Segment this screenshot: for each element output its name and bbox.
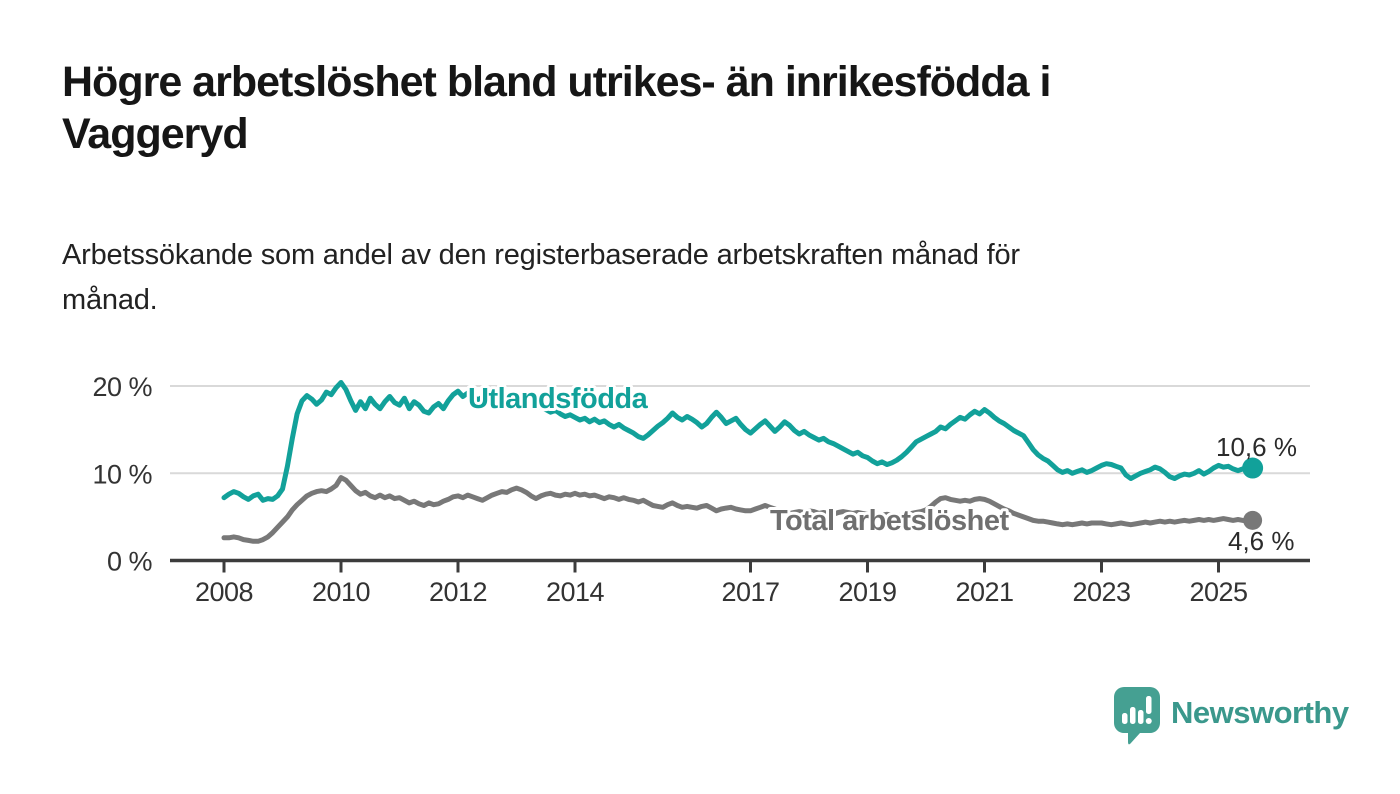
x-tick-label: 2012 (429, 577, 487, 607)
logo-bar-2 (1130, 707, 1136, 724)
chart-title: Högre arbetslöshet bland utrikes- än inr… (62, 56, 1302, 160)
x-tick-label: 2014 (546, 577, 605, 607)
x-tick-label: 2010 (312, 577, 370, 607)
y-tick-label: 20 % (92, 372, 152, 402)
chart-subtitle-line-2: månad. (62, 284, 158, 316)
x-tick-label: 2017 (721, 577, 779, 607)
logo-exclamation-dot (1145, 718, 1152, 724)
y-tick-label: 0 % (107, 547, 153, 577)
newsworthy-logo: Newsworthy (1113, 686, 1349, 746)
bar-chart-speech-bubble-icon (1114, 687, 1160, 745)
logo-bar-3 (1138, 710, 1144, 724)
series-label-total-arbetsl-shet: Total arbetslöshet (770, 505, 1009, 537)
series-end-dot-utlandsf-dda (1242, 457, 1264, 479)
x-tick-label: 2023 (1072, 577, 1130, 607)
chart-subtitle-line-1: Arbetssökande som andel av den registerb… (62, 239, 1020, 271)
newsworthy-wordmark: Newsworthy (1171, 695, 1349, 730)
x-tick-label: 2019 (838, 577, 896, 607)
series-end-value-utlandsf-dda: 10,6 % (1216, 432, 1297, 462)
series-end-dot-total-arbetsl-shet (1243, 510, 1263, 530)
x-tick-label: 2008 (195, 577, 253, 607)
series-label-utlandsf-dda: Utlandsfödda (468, 383, 649, 415)
chart-subtitle: Arbetssökande som andel av den registerb… (62, 233, 1302, 323)
series-end-value-total-arbetsl-shet: 4,6 % (1228, 526, 1295, 556)
y-tick-label: 10 % (92, 459, 152, 489)
chart-title-line-2: Vaggeryd (62, 110, 249, 158)
series-line-utlandsf-dda (221, 380, 1256, 503)
logo-bar-1 (1122, 713, 1128, 724)
speech-bubble-shape (1114, 687, 1160, 745)
logo-exclamation-bar (1146, 696, 1152, 714)
x-tick-label: 2025 (1189, 577, 1247, 607)
x-tick-label: 2021 (955, 577, 1013, 607)
series-line-total-arbetsl-shet (221, 475, 1256, 544)
chart-title-line-1: Högre arbetslöshet bland utrikes- än inr… (62, 58, 1051, 106)
